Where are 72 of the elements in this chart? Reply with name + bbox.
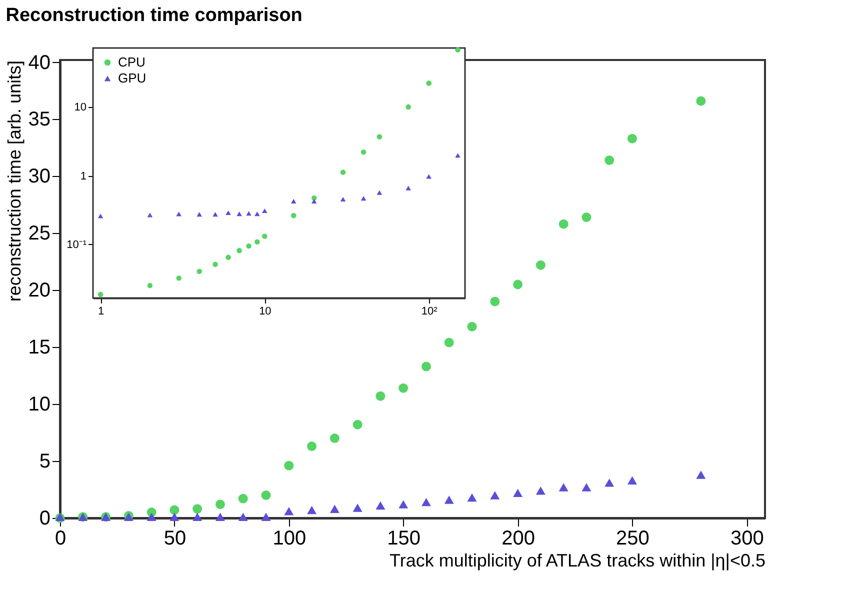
point [352, 420, 362, 430]
point [261, 490, 271, 500]
point [582, 483, 592, 492]
y-tick-label: 5 [39, 450, 50, 473]
point [284, 507, 294, 516]
point [192, 512, 202, 521]
point [421, 362, 431, 372]
point [284, 460, 294, 470]
point [696, 96, 706, 106]
point [696, 470, 706, 479]
x-tick-label: 300 [730, 528, 764, 550]
point [513, 280, 523, 290]
x-tick-label: 10² [421, 306, 438, 318]
y-tick-label: 10 [28, 394, 50, 416]
point [307, 441, 317, 451]
x-tick-label: 50 [164, 528, 186, 550]
x-tick-label: 150 [387, 528, 421, 550]
point [215, 512, 225, 521]
x-tick-label: 250 [616, 528, 650, 550]
point [421, 498, 431, 506]
point [170, 512, 180, 521]
x-tick-label: 0 [54, 528, 66, 550]
point [558, 483, 568, 492]
point [170, 505, 180, 515]
point [398, 383, 408, 393]
x-tick-label: 1 [98, 306, 104, 318]
x-tick-label: 10 [259, 306, 272, 318]
point [582, 212, 592, 222]
y-tick-label: 10⁻¹ [66, 238, 87, 251]
x-tick-label: 100 [272, 528, 306, 550]
y-tick-label: 20 [28, 280, 50, 302]
point [604, 478, 614, 487]
point [490, 491, 500, 500]
point [490, 296, 500, 306]
legend-label: CPU [118, 54, 146, 70]
point [261, 512, 271, 521]
point [536, 486, 546, 495]
y-tick-label: 40 [28, 52, 50, 74]
y-tick-label: 15 [28, 336, 50, 359]
point [238, 512, 248, 521]
x-axis-title: Track multiplicity of ATLAS tracks within |η|<0.5 [390, 550, 766, 570]
y-tick-label: 35 [28, 108, 50, 131]
y-axis-title: reconstruction time [arb. units] [4, 60, 24, 302]
point [352, 504, 362, 512]
point [398, 500, 408, 508]
point [467, 322, 477, 332]
point [330, 504, 340, 513]
y-tick-label: 1 [80, 170, 86, 182]
point [146, 512, 156, 521]
point [192, 504, 202, 514]
point [444, 496, 454, 504]
y-tick-label: 0 [39, 508, 50, 530]
y-tick-label: 25 [28, 222, 50, 245]
chart-title: Reconstruction time comparison [6, 5, 302, 26]
point [627, 476, 637, 485]
point [604, 156, 614, 165]
point [627, 134, 637, 144]
point [558, 219, 568, 229]
legend-label: GPU [118, 70, 146, 86]
y-tick-label: 10 [74, 102, 86, 114]
y-tick-label: 30 [28, 166, 50, 188]
point [307, 506, 317, 514]
point [513, 488, 523, 498]
point [536, 260, 546, 270]
point [376, 391, 386, 401]
x-tick-label: 200 [502, 528, 535, 550]
point [467, 493, 477, 502]
point [444, 338, 454, 348]
point [330, 434, 340, 443]
point [215, 500, 225, 510]
point [238, 494, 248, 504]
point [376, 501, 386, 510]
